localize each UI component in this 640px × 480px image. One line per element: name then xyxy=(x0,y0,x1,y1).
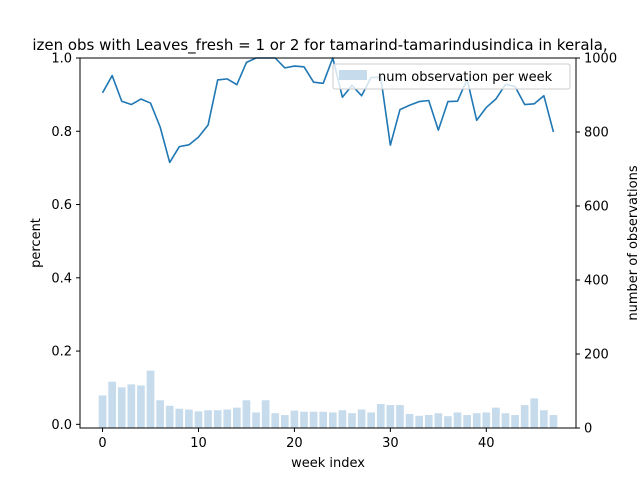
legend-label: num observation per week xyxy=(378,70,553,85)
x-tick-label: 10 xyxy=(190,436,207,451)
y-axis-left: 0.0 0.2 0.4 0.6 0.8 1.0 xyxy=(51,52,80,433)
legend-box xyxy=(332,63,571,90)
bar xyxy=(213,410,222,428)
bar xyxy=(492,407,500,428)
bar xyxy=(252,412,260,428)
bar xyxy=(520,405,529,428)
plot-frame xyxy=(79,57,577,429)
bar xyxy=(472,413,481,428)
y-tick-label: 0.0 xyxy=(51,418,72,433)
x-tick-label: 20 xyxy=(286,436,303,451)
bar xyxy=(348,413,356,428)
x-axis-title: week index xyxy=(291,456,365,471)
bar xyxy=(357,409,366,428)
y2-tick-label: 800 xyxy=(584,126,609,141)
bar xyxy=(194,411,203,428)
y-axis-right: 0 200 400 600 800 1000 xyxy=(576,52,617,437)
bar xyxy=(501,413,510,428)
bar xyxy=(137,385,145,428)
x-tick-label: 40 xyxy=(478,436,495,451)
bar xyxy=(338,410,347,428)
bar xyxy=(175,408,184,428)
bar xyxy=(424,415,433,428)
y2-tick-label: 1000 xyxy=(584,52,617,67)
bar xyxy=(127,384,136,428)
y2-tick-label: 600 xyxy=(584,200,609,215)
percent-line xyxy=(101,57,555,164)
y-tick-label: 0.2 xyxy=(51,345,72,360)
bar xyxy=(405,413,414,428)
bar xyxy=(444,416,452,428)
bar xyxy=(386,405,395,428)
y2-tick-label: 400 xyxy=(584,274,609,289)
y-axis-title: percent xyxy=(29,218,44,268)
bar xyxy=(511,415,519,428)
bar xyxy=(108,381,116,428)
bar xyxy=(376,403,385,428)
bar xyxy=(300,411,308,428)
y2-tick-label: 200 xyxy=(584,348,609,363)
bar xyxy=(549,415,558,428)
bar xyxy=(242,400,251,428)
bar xyxy=(280,415,289,428)
y-tick-label: 0.8 xyxy=(51,125,72,140)
bar xyxy=(261,400,270,428)
y-tick-label: 0.6 xyxy=(51,198,72,213)
bar xyxy=(271,413,280,428)
bar xyxy=(328,412,337,428)
legend-swatch xyxy=(339,70,367,80)
bar xyxy=(319,411,328,428)
bar xyxy=(223,409,232,428)
bar xyxy=(453,412,462,428)
bar xyxy=(530,398,539,428)
chart-title: izen obs with Leaves_fresh = 1 or 2 for … xyxy=(32,36,607,55)
bar xyxy=(233,407,241,428)
bar xyxy=(463,415,471,428)
y2-tick-label: 0 xyxy=(584,422,592,437)
x-tick-label: 0 xyxy=(98,436,106,451)
bar xyxy=(434,413,443,428)
bar-series xyxy=(98,370,558,428)
legend: num observation per week xyxy=(332,63,571,90)
y2-axis-title: number of observations xyxy=(626,165,640,320)
x-axis: 0 10 20 30 40 xyxy=(98,428,495,451)
bar xyxy=(367,412,376,428)
y-tick-label: 1.0 xyxy=(51,52,72,67)
y-tick-label: 0.4 xyxy=(51,271,72,286)
bar xyxy=(156,400,164,428)
bar xyxy=(415,415,423,428)
bar xyxy=(396,405,404,428)
bar xyxy=(185,409,193,428)
bar xyxy=(290,410,299,428)
bar xyxy=(309,411,318,428)
bar xyxy=(165,405,174,428)
bar xyxy=(540,410,548,428)
x-tick-label: 30 xyxy=(382,436,399,451)
bar xyxy=(117,387,126,428)
bar xyxy=(146,370,155,428)
bar xyxy=(482,412,491,428)
bar xyxy=(204,410,212,428)
line-series xyxy=(101,57,555,164)
bar xyxy=(98,395,107,428)
